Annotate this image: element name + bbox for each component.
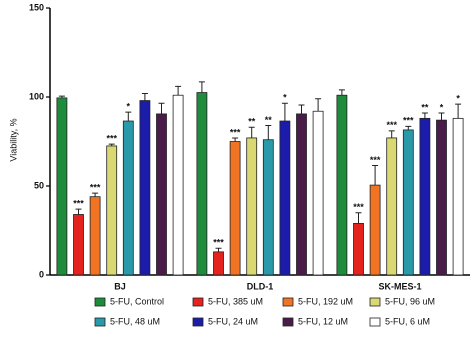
significance-label: *** — [353, 202, 364, 212]
bar — [106, 145, 118, 276]
bar — [229, 141, 241, 276]
significance-label: *** — [73, 199, 84, 209]
error-bar — [315, 98, 322, 112]
significance-label: * — [440, 102, 444, 112]
y-tick-label: 0 — [39, 269, 44, 279]
legend-label: 5-FU, 24 uM — [208, 316, 258, 326]
error-bar — [388, 130, 395, 138]
error-bar — [108, 143, 115, 146]
legend-label: 5-FU, Control — [110, 296, 164, 306]
significance-label: *** — [90, 182, 101, 192]
error-bar — [455, 103, 462, 119]
error-bar — [92, 192, 99, 197]
legend-swatch — [282, 297, 294, 307]
significance-label: *** — [370, 155, 381, 165]
significance-label: * — [127, 102, 131, 112]
y-tick-label: 150 — [29, 2, 44, 12]
bar — [452, 117, 464, 276]
bar — [402, 129, 414, 276]
y-tick-label: 50 — [34, 180, 44, 190]
y-tick-label: 100 — [29, 91, 44, 101]
legend-swatch — [192, 297, 204, 307]
legend-swatch — [192, 317, 204, 327]
error-bar — [405, 125, 412, 130]
error-bar — [232, 137, 239, 142]
bar — [312, 110, 324, 276]
significance-label: *** — [106, 134, 117, 144]
error-bar — [355, 212, 362, 224]
y-axis-label: Viability, % — [8, 118, 18, 161]
legend-swatch — [282, 317, 294, 327]
significance-label: ** — [421, 102, 429, 112]
error-bar — [338, 89, 345, 96]
legend-label: 5-FU, 385 uM — [208, 296, 263, 306]
bar — [353, 222, 364, 276]
significance-label: *** — [386, 120, 397, 130]
significance-label: *** — [403, 116, 414, 126]
significance-label: *** — [230, 127, 241, 137]
error-bar — [281, 102, 288, 122]
bar — [386, 137, 398, 276]
legend-label: 5-FU, 96 uM — [385, 296, 435, 306]
significance-label: * — [283, 93, 287, 103]
error-bar — [438, 112, 445, 121]
error-bar — [58, 95, 65, 98]
significance-label: ** — [248, 117, 256, 127]
significance-label: ** — [265, 115, 273, 125]
bar — [172, 94, 184, 276]
legend-swatch — [94, 297, 106, 307]
error-bar — [158, 102, 165, 114]
significance-label: * — [456, 93, 460, 103]
bar — [156, 113, 167, 276]
legend-label: 5-FU, 48 uM — [110, 316, 160, 326]
error-bar — [265, 124, 272, 140]
legend-label: 5-FU, 192 uM — [298, 296, 353, 306]
error-bar — [298, 104, 305, 114]
legend-label: 5-FU, 12 uM — [298, 316, 348, 326]
legend-label: 5-FU, 6 uM — [385, 316, 430, 326]
bar — [213, 251, 224, 276]
bar — [369, 184, 381, 276]
x-tick-label: DLD-1 — [247, 281, 274, 291]
error-bar — [215, 247, 222, 252]
error-bar — [421, 112, 428, 119]
error-bar — [175, 85, 182, 96]
x-tick-label: SK-MES-1 — [378, 281, 421, 291]
bar — [419, 117, 431, 276]
legend-swatch — [94, 317, 106, 327]
bar — [246, 137, 258, 276]
bar — [56, 97, 68, 276]
bar — [279, 120, 291, 276]
bar — [336, 94, 348, 276]
bar — [139, 100, 151, 276]
bar — [296, 113, 307, 276]
bar — [196, 92, 208, 276]
legend-swatch — [369, 297, 381, 307]
error-bar — [372, 165, 379, 186]
error-bar — [198, 81, 205, 93]
x-tick-label: BJ — [114, 281, 126, 291]
bar — [262, 139, 274, 276]
error-bar — [125, 111, 132, 122]
bar — [436, 119, 447, 276]
bar — [89, 196, 101, 276]
bar — [73, 214, 84, 276]
error-bar — [248, 126, 255, 138]
bar — [122, 120, 134, 276]
significance-label: *** — [213, 238, 224, 248]
error-bar — [75, 208, 82, 215]
legend-swatch — [369, 317, 381, 327]
error-bar — [141, 92, 148, 101]
